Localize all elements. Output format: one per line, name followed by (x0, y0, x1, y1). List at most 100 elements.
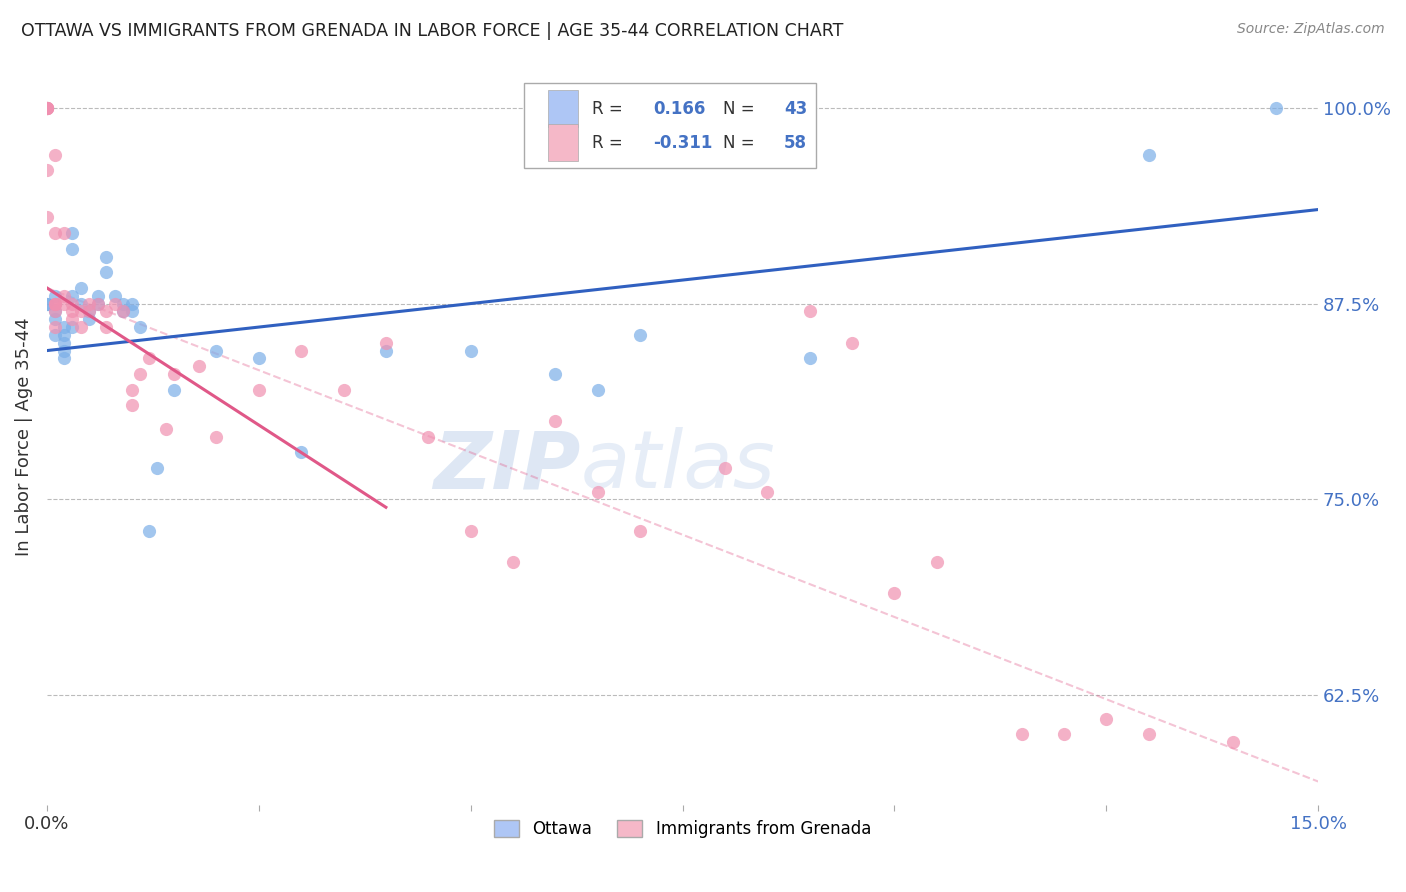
Point (544, 414, 567, 428)
Point (1222, 735, 1244, 749)
Point (96, 320, 118, 334)
Point (104, 296, 127, 310)
Point (52, 327, 75, 342)
Point (247, 383, 270, 397)
Point (129, 367, 152, 381)
Point (460, 343, 482, 358)
Point (112, 304, 135, 318)
Text: ZIP: ZIP (433, 427, 581, 505)
Point (374, 343, 396, 358)
Text: 58: 58 (785, 134, 807, 152)
Point (925, 555, 948, 569)
Point (332, 383, 354, 397)
Point (35, 101, 58, 115)
Text: -0.311: -0.311 (654, 134, 713, 152)
Point (60, 289, 83, 303)
Point (77, 304, 100, 318)
Text: 0.166: 0.166 (654, 100, 706, 118)
Point (163, 367, 186, 381)
Point (121, 383, 143, 397)
Point (247, 351, 270, 366)
Point (60, 226, 83, 240)
Point (129, 320, 152, 334)
Point (1011, 727, 1033, 741)
Point (35, 211, 58, 225)
Point (35, 101, 58, 115)
Point (35, 101, 58, 115)
Point (460, 524, 482, 538)
Point (44, 296, 66, 310)
Point (44, 312, 66, 326)
Point (1053, 727, 1076, 741)
Text: R =: R = (592, 134, 628, 152)
FancyBboxPatch shape (548, 90, 578, 127)
Point (1095, 712, 1118, 726)
Point (60, 320, 83, 334)
Point (52, 335, 75, 350)
Point (77, 304, 100, 318)
Point (1137, 727, 1160, 741)
Point (35, 296, 58, 310)
FancyBboxPatch shape (523, 83, 815, 168)
Point (121, 304, 143, 318)
Point (35, 163, 58, 178)
Point (502, 555, 524, 569)
Point (163, 383, 186, 397)
Text: Source: ZipAtlas.com: Source: ZipAtlas.com (1237, 22, 1385, 37)
FancyBboxPatch shape (548, 124, 578, 161)
Point (44, 226, 66, 240)
Point (374, 335, 396, 350)
Point (87, 296, 110, 310)
Point (1264, 101, 1286, 115)
Point (52, 289, 75, 303)
Point (60, 304, 83, 318)
Point (290, 445, 312, 459)
Point (586, 484, 609, 499)
Point (69, 296, 91, 310)
Text: R =: R = (592, 100, 628, 118)
Point (586, 383, 609, 397)
Point (96, 304, 118, 318)
Point (112, 304, 135, 318)
Point (883, 586, 905, 600)
Point (155, 422, 177, 436)
Text: 43: 43 (785, 100, 807, 118)
Point (87, 296, 110, 310)
Point (44, 304, 66, 318)
Point (418, 430, 440, 444)
Point (205, 430, 228, 444)
Point (44, 147, 66, 161)
Text: OTTAWA VS IMMIGRANTS FROM GRENADA IN LABOR FORCE | AGE 35-44 CORRELATION CHART: OTTAWA VS IMMIGRANTS FROM GRENADA IN LAB… (21, 22, 844, 40)
Point (35, 101, 58, 115)
Point (1137, 147, 1160, 161)
Point (77, 296, 100, 310)
Point (799, 351, 821, 366)
Point (714, 461, 737, 475)
Point (205, 343, 228, 358)
Y-axis label: In Labor Force | Age 35-44: In Labor Force | Age 35-44 (15, 318, 32, 556)
Point (756, 484, 779, 499)
Point (112, 296, 135, 310)
Point (544, 367, 567, 381)
Point (96, 265, 118, 279)
Point (290, 343, 312, 358)
Point (188, 359, 211, 374)
Point (121, 296, 143, 310)
Point (52, 296, 75, 310)
Point (69, 281, 91, 295)
Point (44, 320, 66, 334)
Point (60, 242, 83, 256)
Point (52, 351, 75, 366)
Text: N =: N = (723, 100, 761, 118)
Point (60, 312, 83, 326)
Point (87, 289, 110, 303)
Point (52, 226, 75, 240)
Point (146, 461, 169, 475)
Point (52, 343, 75, 358)
Legend: Ottawa, Immigrants from Grenada: Ottawa, Immigrants from Grenada (488, 813, 877, 845)
Point (69, 320, 91, 334)
Point (35, 101, 58, 115)
Point (35, 296, 58, 310)
Point (69, 304, 91, 318)
Point (44, 327, 66, 342)
